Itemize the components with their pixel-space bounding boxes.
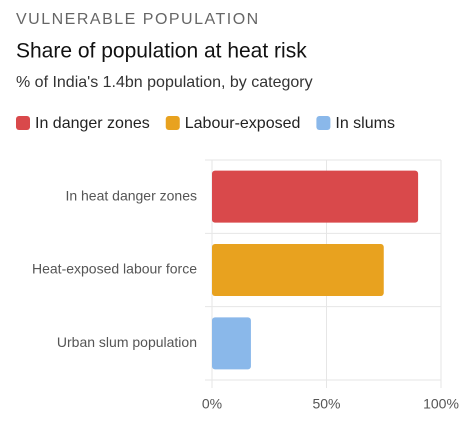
- legend-label: Labour-exposed: [185, 115, 301, 132]
- bar: [212, 170, 419, 223]
- y-tick-label: Heat-exposed labour force: [32, 261, 197, 277]
- x-tick-label: 0%: [202, 396, 222, 412]
- kicker: VULNERABLE POPULATION: [16, 11, 260, 28]
- bar: [212, 317, 251, 370]
- x-tick-label: 100%: [423, 396, 459, 412]
- y-tick-label: In heat danger zones: [65, 187, 197, 203]
- bar: [212, 244, 384, 296]
- legend-swatch: [165, 116, 180, 130]
- legend-label: In slums: [335, 115, 395, 132]
- chart-title: Share of population at heat risk: [16, 40, 307, 63]
- x-tick-label: 50%: [312, 396, 340, 412]
- y-tick-label: Urban slum population: [57, 334, 197, 350]
- legend-swatch: [316, 116, 331, 130]
- chart-subtitle: % of India's 1.4bn population, by catego…: [16, 74, 313, 91]
- legend-swatch: [16, 116, 30, 130]
- legend-label: In danger zones: [35, 115, 150, 132]
